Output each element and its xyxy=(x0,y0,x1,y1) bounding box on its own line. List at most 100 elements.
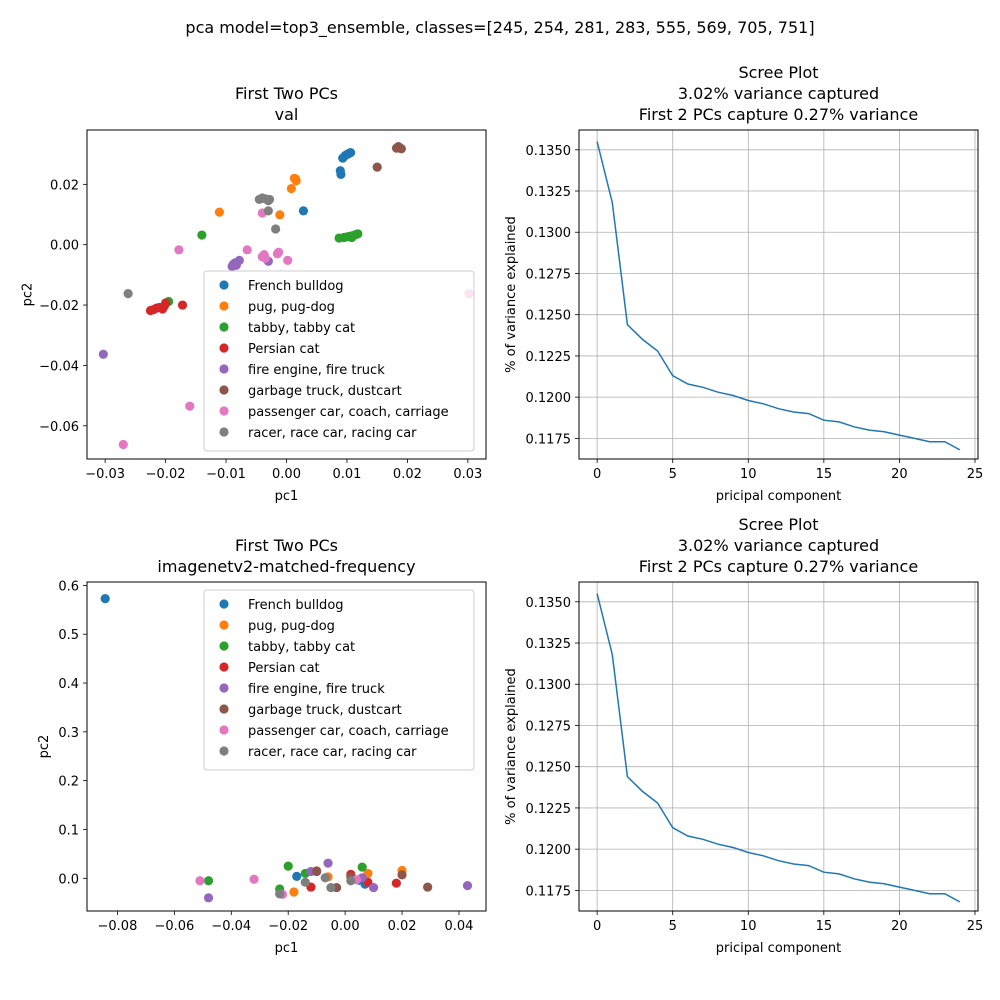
subplot-title-line: First 2 PCs capture 0.27% variance xyxy=(639,105,918,124)
x-tick-label: −0.06 xyxy=(154,919,194,934)
y-tick-label: 0.1175 xyxy=(526,432,572,447)
y-tick-label: 0.1 xyxy=(58,823,79,838)
data-point xyxy=(320,873,330,883)
y-tick-label: 0.1250 xyxy=(526,761,572,776)
x-tick-label: 15 xyxy=(816,467,833,482)
data-point xyxy=(249,874,259,884)
subplot-2: Scree Plot 3.02% variance captured First 2… xyxy=(504,63,983,504)
subplot-3: First Two PCs imagenetv2-matched-frequenc… xyxy=(37,536,487,956)
legend-marker xyxy=(219,704,229,714)
x-tick-label: 0.00 xyxy=(331,919,360,934)
legend-label: tabby, tabby cat xyxy=(248,640,355,655)
legend-label: racer, race car, racing car xyxy=(248,426,417,441)
legend-marker xyxy=(219,322,229,332)
axes-frame xyxy=(86,129,487,460)
y-tick-label: 0.0 xyxy=(58,872,79,887)
y-tick-label: 0.1300 xyxy=(526,226,572,241)
data-point xyxy=(312,866,322,877)
series-5 xyxy=(203,858,473,903)
data-point xyxy=(372,162,382,172)
y-tick-label: 0.1275 xyxy=(526,267,572,282)
legend-marker xyxy=(219,406,229,416)
legend-marker xyxy=(219,662,229,672)
legend-label: garbage truck, dustcart xyxy=(248,703,402,718)
legend-marker xyxy=(219,427,229,437)
data-point xyxy=(100,593,110,604)
legend-label: pug, pug-dog xyxy=(248,619,335,634)
data-point xyxy=(203,893,214,903)
subplot-title-line: First Two PCs xyxy=(235,536,338,555)
data-point xyxy=(286,183,296,194)
legend-marker xyxy=(219,725,229,735)
y-tick-label: −0.06 xyxy=(39,420,79,435)
data-point xyxy=(391,878,401,888)
data-point xyxy=(300,877,310,887)
y-tick-label: 0.1225 xyxy=(526,802,572,817)
data-point xyxy=(462,881,473,891)
axes-frame xyxy=(86,581,487,912)
legend-frame xyxy=(203,270,475,452)
x-axis-label: pricipal component xyxy=(716,941,841,956)
legend-marker xyxy=(219,746,229,756)
data-point xyxy=(234,255,244,265)
x-tick-label: −0.02 xyxy=(268,919,308,934)
legend-label: Persian cat xyxy=(248,661,320,676)
legend-label: fire engine, fire truck xyxy=(248,363,385,378)
y-tick-label: 0.1275 xyxy=(526,719,572,734)
y-tick-label: 0.4 xyxy=(58,677,79,692)
subplot-title-line: Scree Plot xyxy=(738,515,818,534)
data-point xyxy=(214,207,224,217)
legend-marker xyxy=(219,343,229,353)
data-point xyxy=(357,862,367,872)
legend-label: fire engine, fire truck xyxy=(248,682,385,697)
x-tick-label: 25 xyxy=(967,919,984,934)
data-point xyxy=(289,887,299,897)
y-tick-label: 0.3 xyxy=(58,726,79,741)
subplot-title-line: val xyxy=(275,105,299,124)
x-tick-label: 0.00 xyxy=(272,467,301,482)
subplot-4: Scree Plot 3.02% variance captured First 2… xyxy=(504,515,983,956)
y-tick-label: 0.02 xyxy=(50,178,79,193)
x-tick-label: 15 xyxy=(816,919,833,934)
legend-label: passenger car, coach, carriage xyxy=(248,405,449,420)
legend-label: French bulldog xyxy=(248,598,344,613)
data-point xyxy=(271,224,281,234)
x-tick-label: −0.08 xyxy=(98,919,138,934)
axes-frame xyxy=(578,581,979,912)
data-point xyxy=(185,401,195,411)
data-point xyxy=(242,245,252,255)
legend: French bulldog pug, pug-dog tabby, tabby c… xyxy=(203,589,475,771)
series-2 xyxy=(214,173,301,220)
y-tick-label: 0.1175 xyxy=(526,884,572,899)
data-point xyxy=(159,301,169,311)
series-3 xyxy=(203,861,367,894)
legend-marker xyxy=(219,280,229,290)
legend-marker xyxy=(219,620,229,630)
x-tick-label: 0.01 xyxy=(332,467,361,482)
data-point xyxy=(283,861,293,871)
subplot-title-line: First 2 PCs capture 0.27% variance xyxy=(639,557,918,576)
data-point xyxy=(275,210,285,220)
data-point xyxy=(174,245,184,255)
data-point xyxy=(260,253,270,263)
legend-label: garbage truck, dustcart xyxy=(248,384,402,399)
x-axis-label: pc1 xyxy=(275,941,299,956)
data-point xyxy=(396,144,406,154)
x-tick-label: 5 xyxy=(669,467,677,482)
series-8 xyxy=(275,873,356,899)
data-point xyxy=(197,230,207,240)
y-axis-label: % of variance explained xyxy=(504,216,519,373)
series-6 xyxy=(372,142,406,172)
scree-line xyxy=(596,593,961,903)
y-tick-label: 0.1350 xyxy=(526,596,572,611)
data-point xyxy=(195,876,205,886)
data-point xyxy=(264,194,275,205)
y-tick-label: 0.1200 xyxy=(526,843,572,858)
x-tick-label: −0.03 xyxy=(85,467,125,482)
data-point xyxy=(336,169,346,179)
y-tick-label: 0.1250 xyxy=(526,309,572,324)
x-tick-label: −0.04 xyxy=(211,919,251,934)
data-point xyxy=(423,882,433,892)
data-point xyxy=(326,882,336,893)
